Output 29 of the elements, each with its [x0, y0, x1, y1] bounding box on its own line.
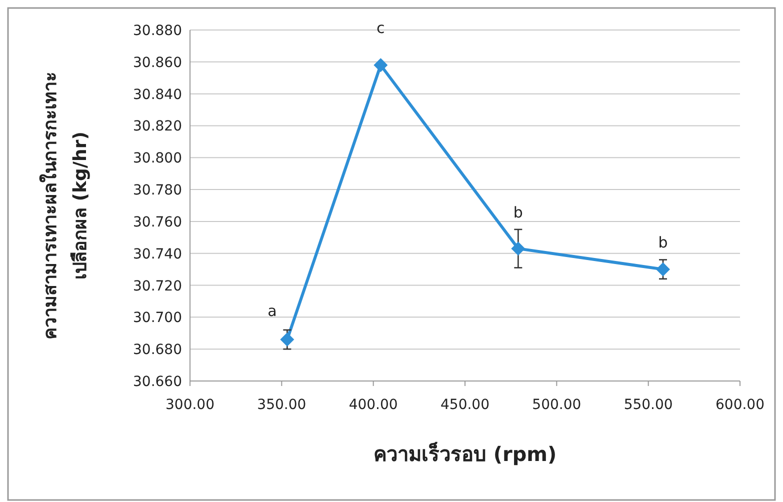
- y-axis-title: ความสามารเทาะผลในการกะเทาะ เปลือกผล (kg/hr): [39, 72, 91, 340]
- annotation: b: [658, 234, 668, 252]
- point: [511, 242, 526, 256]
- y-tick-label: 30.820: [133, 118, 182, 135]
- x-tick-label: 350.00: [257, 397, 306, 413]
- y-tick-label: 30.860: [133, 54, 182, 71]
- y-tick-label: 30.880: [133, 23, 182, 39]
- x-tick-label: 500.00: [532, 397, 582, 413]
- x-tick-label: 400.00: [348, 397, 398, 413]
- x-tick-label: 450.00: [440, 397, 490, 413]
- x-axis-title: ความเร็วรอบ (rpm): [373, 441, 557, 466]
- x-tick-label: 300.00: [166, 397, 214, 413]
- point: [374, 58, 388, 72]
- y-tick-label: 30.700: [133, 310, 182, 326]
- y-tick-label: 30.760: [133, 214, 182, 230]
- annotation: a: [268, 302, 277, 320]
- y-tick-label: 30.660: [133, 374, 182, 390]
- point: [656, 262, 670, 276]
- x-tick-label: 600.00: [716, 397, 764, 413]
- y-tick-label: 30.740: [133, 246, 182, 262]
- y-tick-label: 30.680: [133, 342, 182, 358]
- y-tick-label: 30.800: [133, 150, 182, 167]
- annotation: b: [513, 203, 523, 222]
- x-tick-label: 550.00: [624, 397, 673, 413]
- annotation: c: [376, 19, 385, 38]
- y-tick-label: 30.720: [133, 278, 182, 294]
- point: [280, 332, 294, 347]
- y-tick-label: 30.780: [133, 182, 182, 199]
- y-tick-label: 30.840: [133, 86, 182, 103]
